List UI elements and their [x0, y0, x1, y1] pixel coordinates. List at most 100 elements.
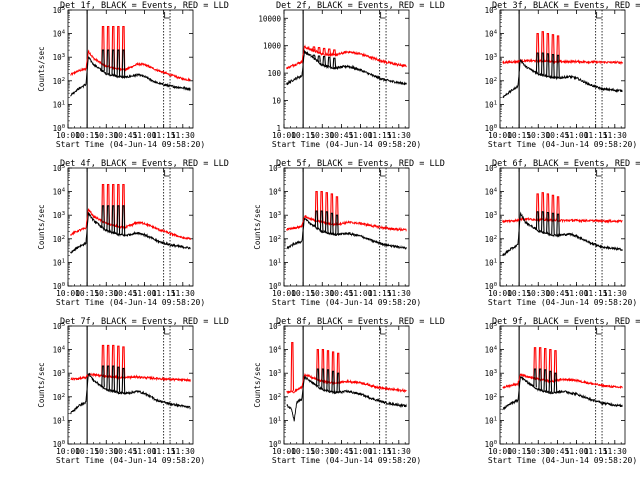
- panel-title: Det 3f, BLACK = Events, RED = LLD: [492, 1, 640, 11]
- y-tick-label: 100: [485, 282, 497, 291]
- detector-panel-9: Det 9f, BLACK = Events, RED = LLD10:0010…: [485, 317, 640, 465]
- flag-marker: [164, 170, 170, 177]
- y-tick-label: 104: [485, 188, 498, 197]
- y-tick-label: 100: [53, 124, 65, 133]
- lld-series-line: [286, 214, 407, 232]
- events-spike: [556, 54, 560, 79]
- y-tick-label: 102: [485, 393, 497, 402]
- events-spike: [111, 205, 116, 233]
- events-spike: [327, 56, 332, 67]
- events-spike: [319, 210, 324, 231]
- x-tick-label: 11:15: [152, 447, 176, 456]
- events-spike: [336, 372, 340, 393]
- y-tick-label: 105: [485, 6, 497, 15]
- lld-spike: [316, 349, 320, 380]
- x-tick-label: 10:30: [526, 131, 550, 140]
- y-tick-label: 105: [53, 322, 65, 331]
- y-tick-label: 105: [53, 6, 65, 15]
- y-tick-label: 102: [485, 77, 497, 86]
- x-tick-label: 11:15: [368, 289, 392, 298]
- x-tick-label: 11:00: [348, 447, 372, 456]
- x-tick-label: 11:30: [171, 131, 195, 140]
- events-spike: [116, 205, 121, 235]
- y-tick-label: 104: [269, 346, 282, 355]
- x-tick-label: 11:30: [603, 131, 627, 140]
- y-tick-label: 100: [267, 69, 281, 78]
- y-tick-label: 101: [269, 416, 281, 425]
- x-tick-label: 11:15: [152, 289, 176, 298]
- y-tick-label: 103: [53, 369, 65, 378]
- lld-spike: [551, 34, 555, 62]
- y-tick-label: 103: [269, 369, 281, 378]
- x-tick-label: 10:30: [310, 447, 334, 456]
- y-tick-label: 103: [53, 211, 65, 220]
- y-axis-label: Counts/sec: [37, 46, 46, 91]
- events-spike: [553, 372, 558, 393]
- x-tick-label: 10:30: [310, 289, 334, 298]
- x-axis-label: Start Time (04-Jun-14 09:58:20): [56, 140, 205, 149]
- plot-frame: [67, 9, 194, 129]
- events-series-line: [70, 372, 191, 415]
- plot-frame: [499, 167, 626, 287]
- events-series-line: [70, 55, 191, 97]
- lld-spike: [332, 49, 337, 56]
- x-tick-label: 10:30: [526, 289, 550, 298]
- y-tick-label: 103: [485, 53, 497, 62]
- y-tick-label: 101: [53, 100, 65, 109]
- x-tick-label: 10:45: [329, 131, 353, 140]
- events-series-line: [502, 211, 623, 257]
- detector-panel-2: Det 2f, BLACK = Events, RED = LLD10:0010…: [258, 1, 444, 149]
- y-tick-label: 105: [485, 322, 497, 331]
- y-tick-label: 101: [53, 258, 65, 267]
- lld-spike: [322, 47, 326, 55]
- events-series-line: [70, 212, 191, 254]
- events-spike: [116, 49, 121, 77]
- events-spike: [551, 53, 555, 78]
- x-tick-label: 10:45: [545, 131, 569, 140]
- x-tick-label: 10:15: [75, 131, 99, 140]
- detector-panel-8: Det 8f, BLACK = Events, RED = LLD10:0010…: [253, 317, 445, 465]
- x-axis-label: Start Time (04-Jun-14 09:58:20): [272, 298, 421, 307]
- x-tick-label: 10:00: [272, 447, 296, 456]
- y-tick-label: 101: [485, 258, 497, 267]
- lld-spike: [106, 183, 110, 224]
- lld-spike: [290, 341, 295, 391]
- events-spike: [551, 212, 555, 235]
- events-spike: [116, 366, 121, 393]
- lld-spike: [116, 25, 121, 69]
- y-tick-label: 103: [53, 53, 65, 62]
- events-spike: [317, 55, 321, 62]
- x-tick-label: 11:00: [564, 289, 588, 298]
- lld-spike: [540, 192, 545, 220]
- x-tick-label: 10:45: [329, 289, 353, 298]
- lld-spike: [111, 25, 116, 68]
- x-tick-label: 11:15: [584, 447, 608, 456]
- events-series-line: [286, 217, 407, 250]
- x-tick-label: 10:45: [113, 289, 137, 298]
- x-tick-label: 10:00: [56, 289, 80, 298]
- panel-title: Det 9f, BLACK = Events, RED = LLD: [492, 317, 640, 327]
- events-spike: [324, 211, 329, 233]
- detector-panel-6: Det 6f, BLACK = Events, RED = LLD10:0010…: [485, 159, 640, 307]
- lld-spike: [556, 35, 560, 62]
- lld-spike: [101, 25, 105, 65]
- y-axis-label: Counts/sec: [37, 362, 46, 407]
- x-tick-label: 11:15: [584, 289, 608, 298]
- plot-frame: [283, 167, 410, 287]
- x-tick-label: 10:45: [113, 447, 137, 456]
- events-spike: [316, 368, 320, 387]
- lld-spike: [551, 194, 555, 221]
- lld-spike: [535, 33, 540, 61]
- x-tick-label: 10:30: [526, 447, 550, 456]
- detector-panel-1: Det 1f, BLACK = Events, RED = LLD10:0010…: [37, 1, 229, 149]
- y-tick-label: 104: [485, 346, 498, 355]
- events-series-line: [286, 375, 407, 422]
- events-spike: [111, 365, 116, 392]
- x-tick-label: 10:00: [56, 447, 80, 456]
- events-series-line: [502, 59, 623, 99]
- y-tick-label: 101: [53, 416, 65, 425]
- lld-series-line: [502, 58, 623, 66]
- events-spike: [533, 368, 537, 388]
- y-axis-label: Counts/sec: [253, 204, 262, 249]
- x-tick-label: 11:00: [132, 131, 156, 140]
